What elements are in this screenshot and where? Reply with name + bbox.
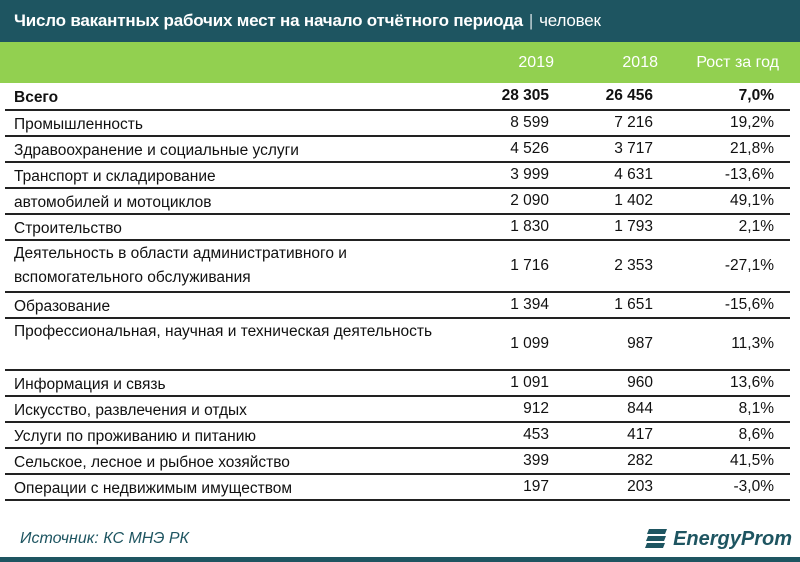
- table-title-bar: Число вакантных рабочих мест на начало о…: [0, 0, 800, 42]
- table-row: Здравоохранение и социальные услуги 4 526…: [5, 137, 790, 163]
- energyprom-logo-icon: [645, 529, 668, 548]
- value-growth: -3,0%: [733, 478, 775, 495]
- table-row: Строительство 1 830 1 793 2,1%: [5, 215, 790, 241]
- table-row: Сельское, лесное и рыбное хозяйство 399 28…: [5, 449, 790, 475]
- value-growth: 8,6%: [738, 426, 774, 443]
- table-row: Образование 1 394 1 651 -15,6%: [5, 293, 790, 319]
- title-text: Число вакантных рабочих мест на начало о…: [14, 11, 523, 30]
- row-label: Искусство, развлечения и отдых: [14, 402, 247, 419]
- value-growth: 21,8%: [730, 140, 774, 157]
- value-2018: 844: [627, 400, 653, 417]
- value-growth: -13,6%: [724, 166, 774, 183]
- energyprom-logo: EnergyProm: [645, 527, 792, 551]
- value-2019: 1 394: [510, 296, 549, 313]
- value-growth: -27,1%: [724, 257, 774, 274]
- value-growth: 41,5%: [730, 452, 774, 469]
- value-growth: 7,0%: [738, 87, 774, 104]
- value-2018: 203: [627, 478, 653, 495]
- value-2018: 282: [627, 452, 653, 469]
- table-row: Услуги по проживанию и питанию 453 417 8,6%: [5, 423, 790, 449]
- source-note: Источник: КС МНЭ РК: [20, 530, 189, 547]
- column-header-2019: 2019: [518, 54, 554, 71]
- value-2018: 1 402: [614, 192, 653, 209]
- value-2019: 1 716: [510, 257, 549, 274]
- value-2019: 8 599: [510, 114, 549, 131]
- row-label: Образование: [14, 298, 111, 315]
- footer: Источник: КС МНЭ РК EnergyProm: [0, 524, 800, 562]
- value-2019: 3 999: [510, 166, 549, 183]
- value-2018: 1 651: [614, 296, 653, 313]
- table-row: Транспорт и складирование 3 999 4 631 -13,6…: [5, 163, 790, 189]
- value-2019: 1 830: [510, 218, 549, 235]
- value-growth: 11,3%: [731, 335, 774, 352]
- title-separator: |: [528, 11, 534, 30]
- table-row: Информация и связь 1 091 960 13,6%: [5, 371, 790, 397]
- value-growth: -15,6%: [724, 296, 774, 313]
- data-table: Всего 28 305 26 456 7,0% Промышленность 8 599…: [5, 83, 790, 501]
- value-2018: 2 353: [614, 257, 653, 274]
- value-growth: 19,2%: [730, 114, 774, 131]
- table-row: Деятельность в области административного…: [5, 241, 790, 293]
- value-growth: 49,1%: [730, 192, 774, 209]
- value-growth: 2,1%: [738, 218, 774, 235]
- row-label: Операции с недвижимым имуществом: [14, 480, 293, 497]
- value-growth: 13,6%: [730, 374, 774, 391]
- column-header-2018: 2018: [622, 54, 658, 71]
- table-row: Промышленность 8 599 7 216 19,2%: [5, 111, 790, 137]
- table-row: Профессиональная, научная и техническая …: [5, 319, 790, 371]
- row-label: Строительство: [14, 220, 122, 237]
- row-label: Промышленность: [14, 116, 143, 133]
- title-unit: человек: [539, 11, 601, 30]
- row-label: Информация и связь: [14, 376, 166, 393]
- value-2019: 197: [523, 478, 549, 495]
- value-2018: 987: [627, 335, 653, 352]
- value-2019: 453: [523, 426, 549, 443]
- value-2018: 26 456: [605, 87, 653, 104]
- value-growth: 8,1%: [738, 400, 774, 417]
- value-2018: 960: [627, 374, 653, 391]
- column-header-row: 2019 2018 Рост за год: [0, 42, 800, 83]
- value-2019: 399: [523, 452, 549, 469]
- value-2018: 7 216: [614, 114, 653, 131]
- bottom-bar: [0, 557, 800, 562]
- table-row: Искусство, развлечения и отдых 912 844 8,1%: [5, 397, 790, 423]
- value-2019: 4 526: [510, 140, 549, 157]
- value-2019: 1 091: [510, 374, 549, 391]
- value-2019: 2 090: [510, 192, 549, 209]
- row-label: Здравоохранение и социальные услуги: [14, 142, 299, 159]
- table-row: Операции с недвижимым имуществом 197 203 -3…: [5, 475, 790, 501]
- value-2018: 417: [627, 426, 653, 443]
- value-2019: 28 305: [501, 87, 549, 104]
- logo-text: EnergyProm: [673, 527, 792, 550]
- row-label: Деятельность в области административного…: [14, 245, 347, 286]
- row-label: автомобилей и мотоциклов: [14, 194, 212, 211]
- column-header-growth: Рост за год: [696, 54, 779, 71]
- value-2018: 3 717: [614, 140, 653, 157]
- row-label: Всего: [14, 89, 59, 106]
- row-label: Транспорт и складирование: [14, 168, 216, 185]
- row-label: Сельское, лесное и рыбное хозяйство: [14, 454, 290, 471]
- value-2019: 1 099: [510, 335, 549, 352]
- value-2018: 4 631: [614, 166, 653, 183]
- table-row-total: Всего 28 305 26 456 7,0%: [5, 83, 790, 111]
- table-title: Число вакантных рабочих мест на начало о…: [0, 11, 601, 31]
- row-label: Профессиональная, научная и техническая …: [14, 323, 433, 340]
- table-row: автомобилей и мотоциклов 2 090 1 402 49,1%: [5, 189, 790, 215]
- value-2018: 1 793: [614, 218, 653, 235]
- row-label: Услуги по проживанию и питанию: [14, 428, 257, 445]
- value-2019: 912: [523, 400, 549, 417]
